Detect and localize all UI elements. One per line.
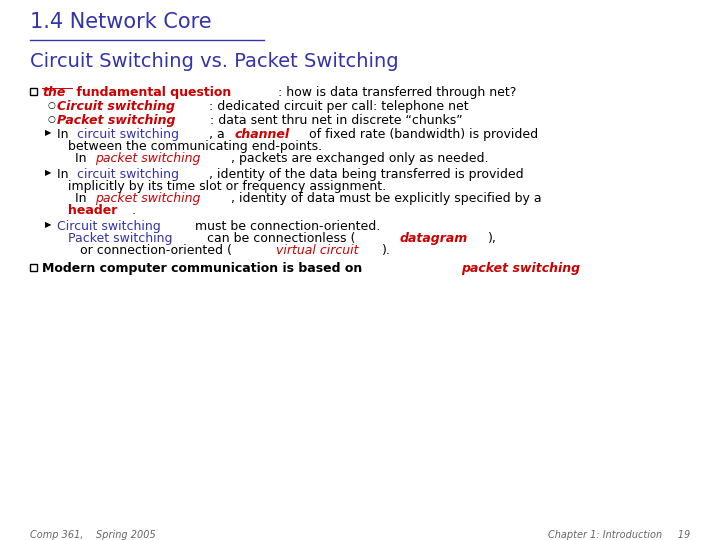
Text: , packets are exchanged only as needed.: , packets are exchanged only as needed. (231, 152, 488, 165)
Text: , a: , a (209, 128, 228, 141)
Text: Circuit switching: Circuit switching (57, 100, 175, 113)
Text: In: In (57, 168, 73, 181)
Text: ),: ), (487, 232, 496, 245)
Text: Modern computer communication is based on: Modern computer communication is based o… (42, 262, 366, 275)
Text: virtual circuit: virtual circuit (276, 244, 359, 257)
Text: 1.4 Network Core: 1.4 Network Core (30, 12, 212, 32)
Text: Circuit Switching vs. Packet Switching: Circuit Switching vs. Packet Switching (30, 52, 399, 71)
Text: header: header (68, 204, 117, 217)
Text: : how is data transferred through net?: : how is data transferred through net? (278, 86, 516, 99)
Text: : data sent thru net in discrete “chunks”: : data sent thru net in discrete “chunks… (210, 114, 462, 127)
Text: must be connection-oriented.: must be connection-oriented. (191, 220, 380, 233)
Text: ▶: ▶ (45, 168, 52, 177)
Text: , identity of data must be explicitly specified by a: , identity of data must be explicitly sp… (231, 192, 541, 205)
Text: ○: ○ (47, 115, 55, 124)
Text: fundamental question: fundamental question (72, 86, 231, 99)
Bar (30, 264, 37, 271)
Text: Comp 361,    Spring 2005: Comp 361, Spring 2005 (30, 530, 156, 540)
Text: Packet switching: Packet switching (57, 114, 176, 127)
Text: packet switching: packet switching (461, 262, 580, 275)
Text: can be connectionless (: can be connectionless ( (203, 232, 355, 245)
Text: Packet switching: Packet switching (68, 232, 173, 245)
Text: .: . (132, 204, 135, 217)
Text: circuit switching: circuit switching (77, 168, 179, 181)
Text: ).: ). (382, 244, 391, 257)
Text: ▶: ▶ (45, 220, 52, 229)
Text: of fixed rate (bandwidth) is provided: of fixed rate (bandwidth) is provided (305, 128, 539, 141)
Text: In: In (75, 192, 91, 205)
Text: implicitly by its time slot or frequency assignment.: implicitly by its time slot or frequency… (68, 180, 386, 193)
Text: Circuit switching: Circuit switching (57, 220, 161, 233)
Bar (30, 88, 37, 95)
Text: or connection-oriented (: or connection-oriented ( (80, 244, 232, 257)
Text: datagram: datagram (400, 232, 468, 245)
Text: Chapter 1: Introduction     19: Chapter 1: Introduction 19 (548, 530, 690, 540)
Text: packet switching: packet switching (95, 192, 200, 205)
Text: In: In (75, 152, 91, 165)
Text: circuit switching: circuit switching (77, 128, 179, 141)
Text: ○: ○ (47, 101, 55, 110)
Text: channel: channel (234, 128, 289, 141)
Text: In: In (57, 128, 73, 141)
Text: : dedicated circuit per call: telephone net: : dedicated circuit per call: telephone … (210, 100, 469, 113)
Text: packet switching: packet switching (95, 152, 200, 165)
Text: , identity of the data being transferred is provided: , identity of the data being transferred… (209, 168, 523, 181)
Text: between the communicating end-points.: between the communicating end-points. (68, 140, 322, 153)
Text: ▶: ▶ (45, 128, 52, 137)
Text: the: the (42, 86, 66, 99)
